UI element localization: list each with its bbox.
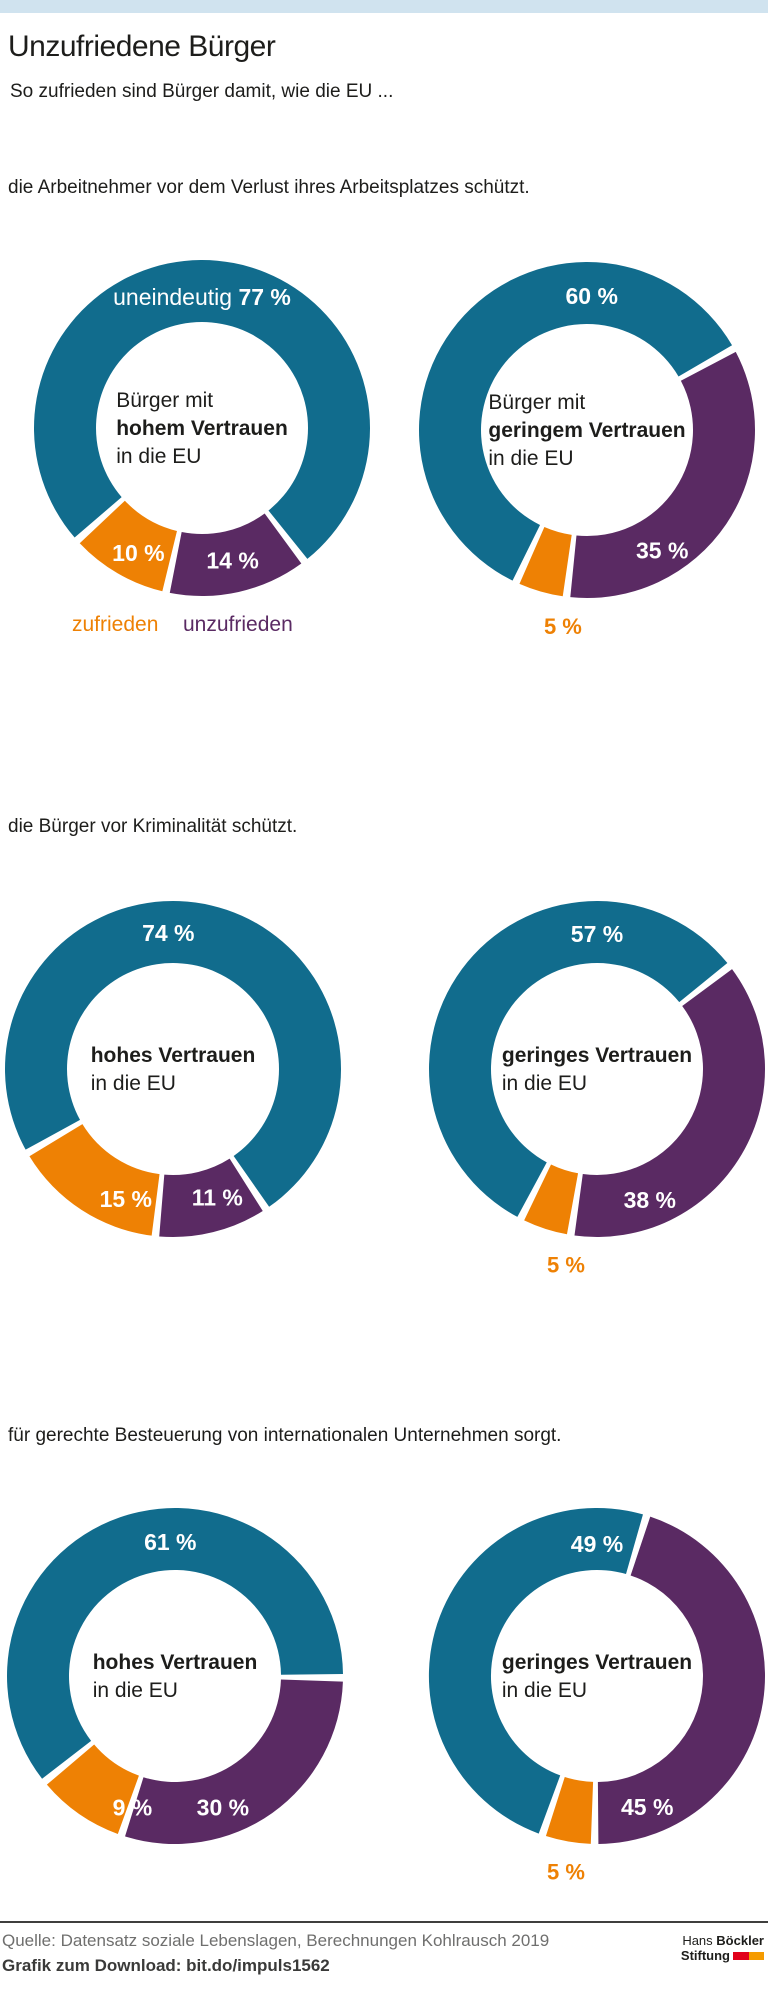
center-label-line: in die EU [501, 1072, 588, 1095]
segment-label-unzufrieden: 38 % [624, 1187, 676, 1213]
donut-center-label-s3-right: geringes Vertrauen in die EU [502, 1649, 692, 1705]
donut-segment-unzufrieden [125, 1679, 343, 1845]
donut-chart-s2-right: 57 % 38 % 5 % [429, 901, 766, 1277]
legend: zufrieden unzufrieden [0, 613, 768, 639]
segment-label-unzufrieden: 11 % [192, 1185, 243, 1211]
donut-segment-zufrieden [545, 1776, 594, 1844]
segment-label-uneindeutig: 74 % [142, 920, 194, 946]
segment-label-uneindeutig: 57 % [571, 921, 623, 947]
segment-label-zufrieden: 5 % [544, 614, 582, 639]
logo-red-square [733, 1952, 749, 1960]
donut-segment-uneindeutig [428, 1507, 643, 1834]
segment-label-uneindeutig: uneindeutig 77 % [113, 284, 291, 310]
segment-label-uneindeutig: 49 % [571, 1531, 623, 1557]
donut-segment-uneindeutig [429, 901, 728, 1217]
donut-segment-uneindeutig [7, 1508, 343, 1779]
segment-label-unzufrieden: 14 % [206, 548, 258, 574]
section-title-besteuerung: für gerechte Besteuerung von internation… [8, 1425, 562, 1446]
donut-chart-s3-left: 61 % 30 % 9 % [7, 1508, 343, 1845]
segment-label-zufrieden: 10 % [112, 540, 164, 566]
logo-stiftung: Stiftung [680, 1948, 730, 1963]
page-subtitle: So zufrieden sind Bürger damit, wie die … [10, 81, 394, 102]
donut-segment-uneindeutig [419, 262, 733, 581]
donut-segment-unzufrieden [597, 1516, 766, 1844]
center-label-line: geringem Vertrauen [488, 419, 686, 442]
center-label-line: Bürger mit [488, 391, 586, 414]
donut-center-label-s3-left: hohes Vertrauen in die EU [93, 1649, 258, 1705]
footer-download-text: Grafik zum Download: bit.do/impuls1562 [2, 1956, 330, 1975]
center-label-line: in die EU [116, 445, 202, 468]
brand-logo: Hans Böckler Stiftung [681, 1933, 764, 1963]
footer-divider [0, 1921, 768, 1923]
donut-center-label-s2-right: geringes Vertrauen in die EU [502, 1042, 692, 1098]
logo-orange-square [749, 1952, 764, 1960]
center-label-line: in die EU [501, 1679, 588, 1702]
segment-label-zufrieden: 5 % [547, 1252, 585, 1277]
donut-segment-zufrieden [524, 1164, 579, 1235]
segment-label-unzufrieden: 35 % [636, 537, 688, 563]
donut-segment-unzufrieden [159, 1158, 263, 1238]
logo-hans: Hans [682, 1933, 713, 1948]
donut-segment-unzufrieden [570, 351, 756, 599]
center-label-line: hohem Vertrauen [116, 417, 288, 440]
center-label-line: Bürger mit [116, 389, 214, 412]
logo-line1: Hans Böckler [681, 1933, 764, 1948]
segment-label-unzufrieden: 30 % [197, 1795, 249, 1821]
logo-line2: Stiftung [681, 1948, 764, 1963]
center-label-line: hohes Vertrauen [92, 1651, 258, 1674]
center-label-line: in die EU [488, 447, 574, 470]
donut-center-label-s2-left: hohes Vertrauen in die EU [91, 1042, 256, 1098]
donut-chart-s3-right: 49 % 45 % 5 % [428, 1507, 766, 1884]
center-label-line: in die EU [92, 1679, 178, 1702]
center-label-line: geringes Vertrauen [501, 1651, 693, 1674]
page-title: Unzufriedene Bürger [8, 30, 276, 63]
donut-chart-s2-left: 74 % 11 % 15 % [5, 901, 342, 1238]
donut-center-label-s1-right: Bürger mit geringem Vertrauen in die EU [488, 389, 685, 473]
donut-chart-s1-right: 60 % 35 % 5 % [419, 262, 756, 639]
legend-item-zufrieden: zufrieden [72, 613, 159, 636]
logo-boeckler: Böckler [716, 1933, 764, 1948]
donut-segment-zufrieden [519, 527, 572, 597]
segment-label-zufrieden: 5 % [547, 1859, 585, 1884]
section-title-arbeitsplatz: die Arbeitnehmer vor dem Verlust ihres A… [8, 177, 530, 198]
donut-segment-uneindeutig [5, 901, 342, 1207]
donut-segment-unzufrieden [169, 513, 302, 596]
segment-label-zufrieden: 15 % [100, 1186, 152, 1212]
center-label-line: hohes Vertrauen [90, 1044, 256, 1067]
segment-label-zufrieden: 9 % [113, 1794, 153, 1820]
footer-source-text: Quelle: Datensatz soziale Lebenslagen, B… [2, 1931, 550, 1950]
center-label-line: geringes Vertrauen [501, 1044, 693, 1067]
segment-label-uneindeutig: 61 % [144, 1529, 196, 1555]
segment-label-unzufrieden: 45 % [621, 1794, 673, 1820]
donut-chart-s1-left: uneindeutig 77 % 14 % 10 % [34, 260, 371, 596]
section-title-kriminalitaet: die Bürger vor Kriminalität schützt. [8, 816, 298, 837]
center-label-line: in die EU [90, 1072, 176, 1095]
donut-segment-unzufrieden [574, 969, 766, 1238]
donut-center-label-s1-left: Bürger mit hohem Vertrauen in die EU [116, 387, 288, 471]
header-accent-bar [0, 0, 768, 13]
legend-item-unzufrieden: unzufrieden [183, 613, 293, 636]
donut-segment-uneindeutig [34, 260, 371, 559]
segment-label-uneindeutig: 60 % [565, 283, 617, 309]
donut-segment-zufrieden [29, 1124, 160, 1236]
donut-segment-zufrieden [46, 1744, 139, 1834]
donut-segment-zufrieden [79, 500, 177, 592]
